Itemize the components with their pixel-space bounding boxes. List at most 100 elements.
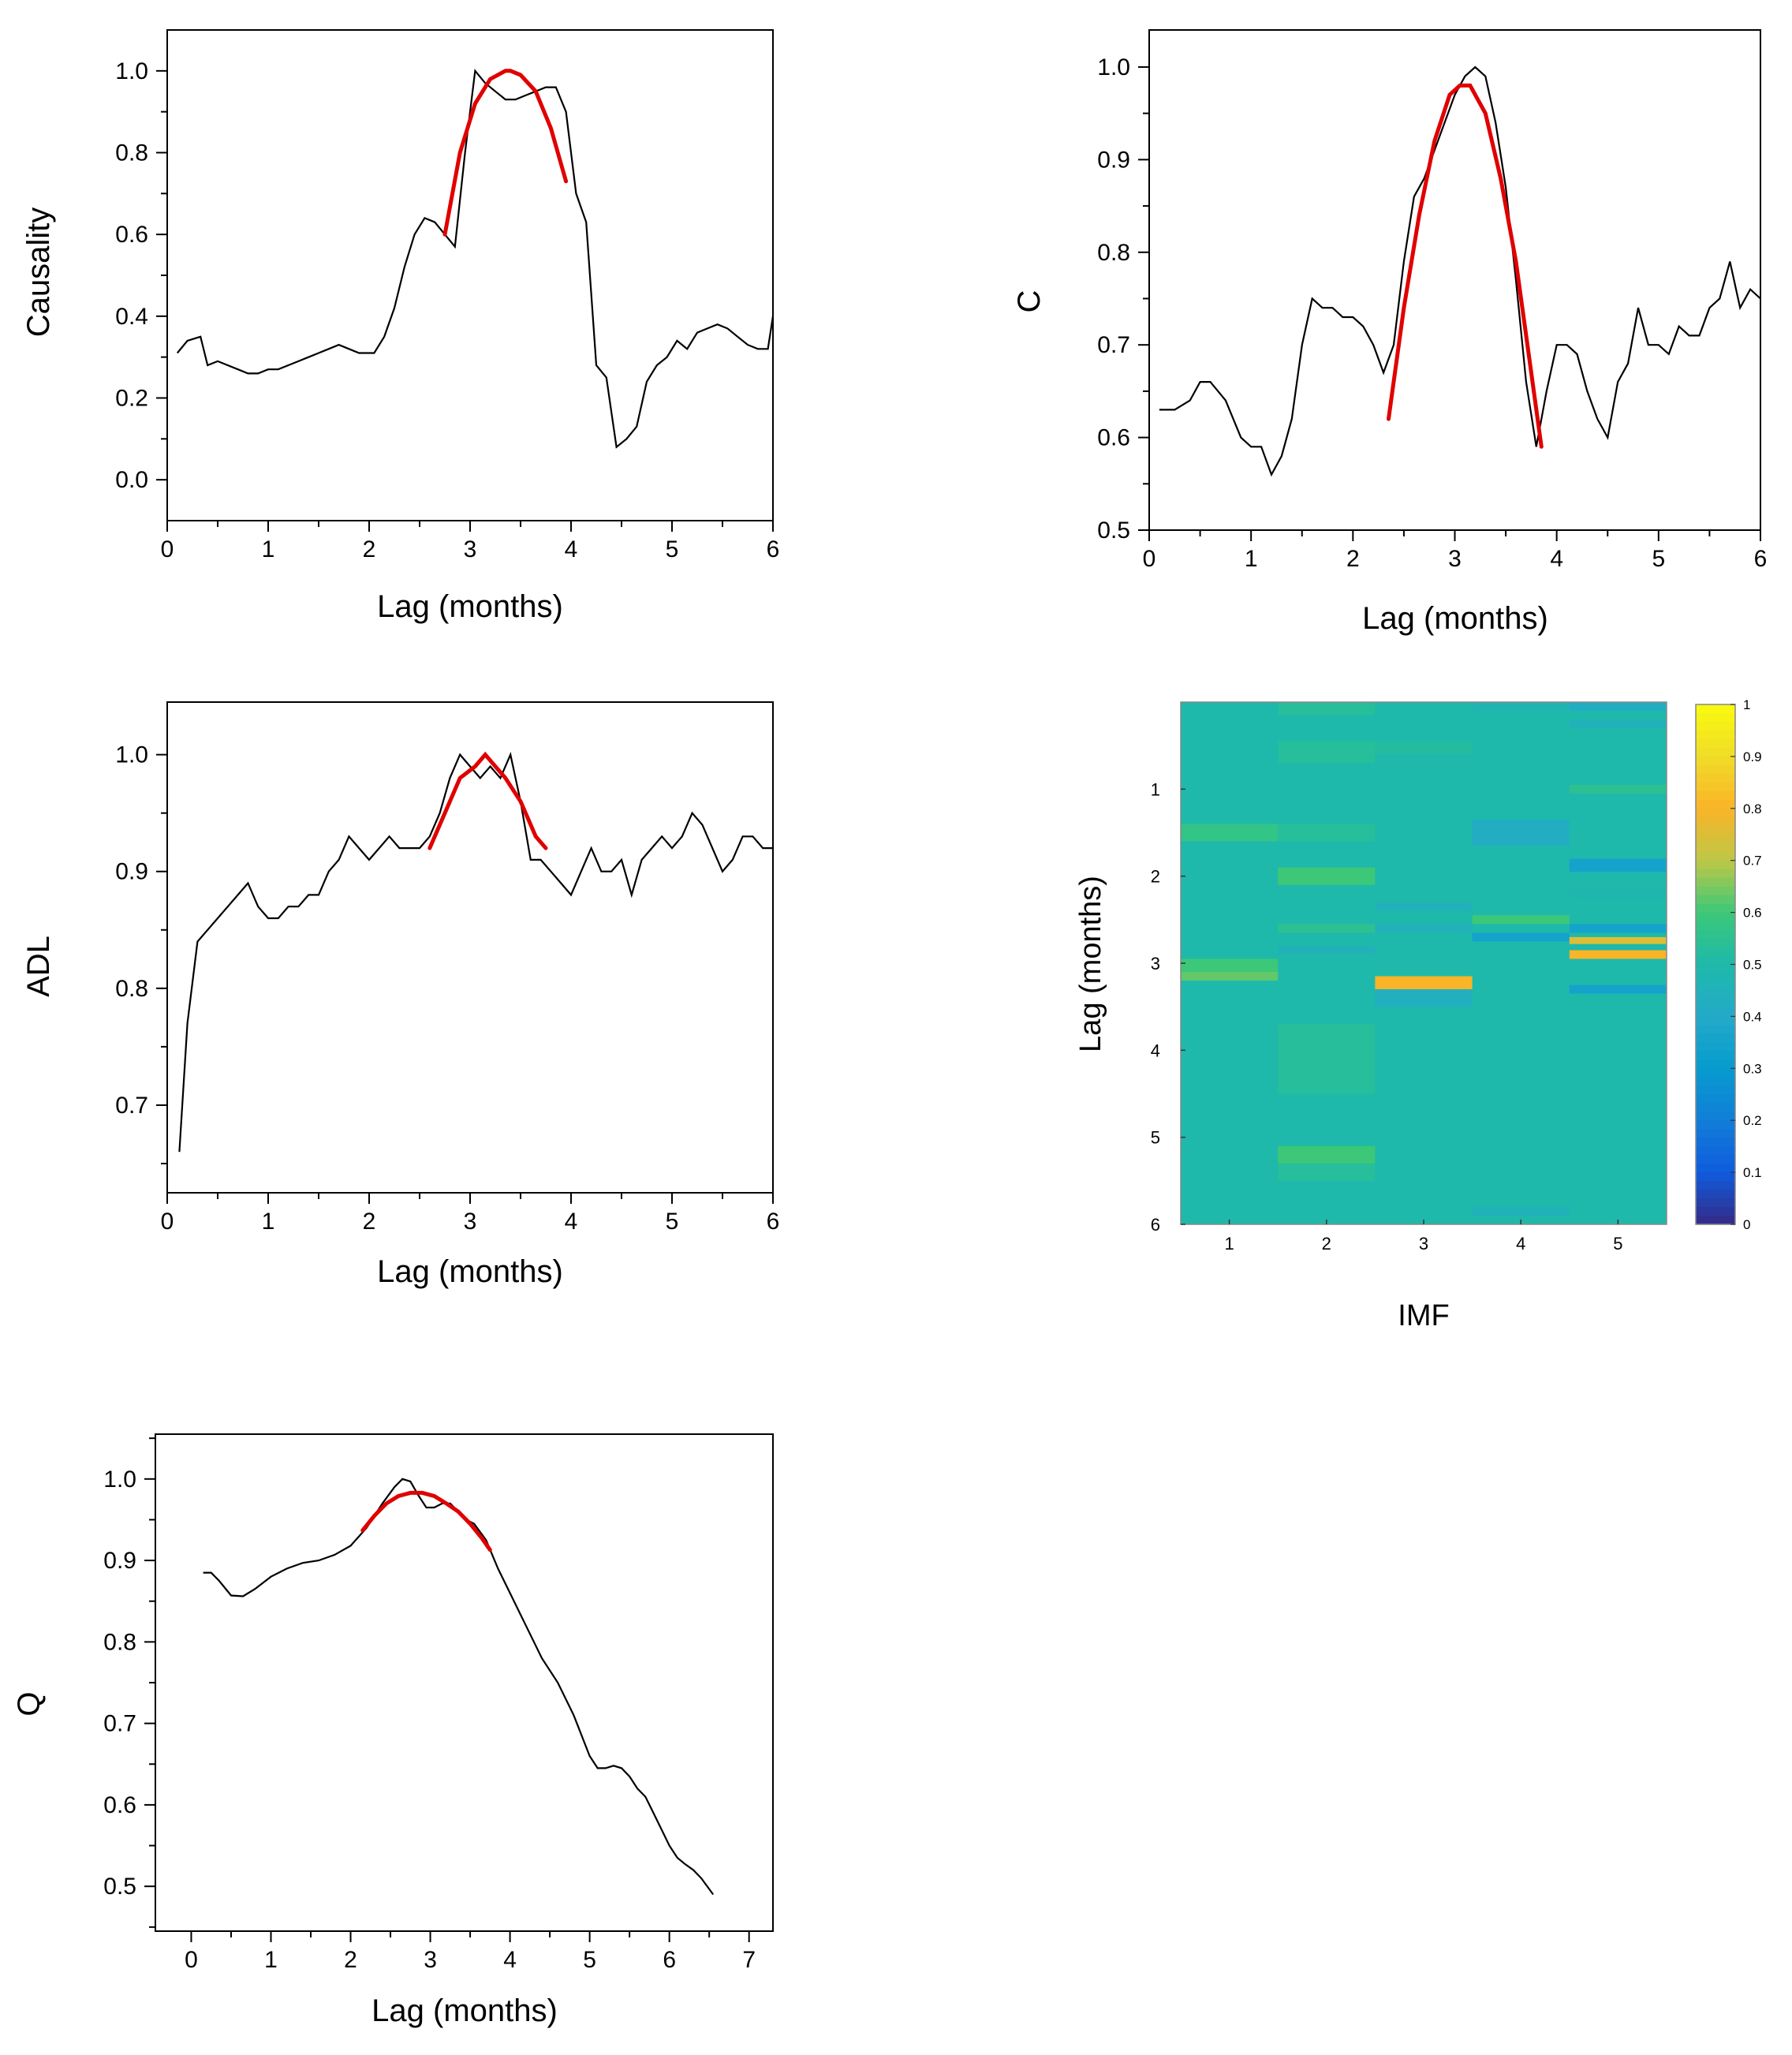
colorbar-segment (1696, 851, 1735, 861)
colorbar-segment (1696, 1138, 1735, 1147)
colorbar-tick-label: 0.7 (1743, 854, 1762, 869)
colorbar-segment (1696, 990, 1735, 1000)
colorbar-segment (1696, 834, 1735, 844)
colorbar-segment (1696, 1181, 1735, 1190)
heatmap-cell (1278, 1163, 1376, 1181)
fit-curve-line (427, 751, 548, 850)
y-tick-label: 0.7 (115, 1093, 148, 1119)
y-tick-label: 3 (1151, 954, 1160, 973)
colorbar-segment (1696, 1025, 1735, 1034)
x-tick-label: 4 (565, 536, 578, 562)
heatmap-cell (1569, 936, 1667, 944)
heatmap-cell (1569, 702, 1667, 711)
y-tick-label: 0.5 (1097, 517, 1130, 544)
heatmap-cell (1375, 902, 1473, 911)
colorbar-segment (1696, 825, 1735, 835)
chart-imf-heatmap: 1 2 3 4 5 1 2 3 4 5 6 IMF Lag (months) 0 0.1 0.2 0.3 0.4 0… (1074, 697, 1762, 1332)
colorbar-segment (1696, 947, 1735, 957)
data-series-line (203, 1478, 715, 1896)
colorbar-segment (1696, 764, 1735, 775)
heatmap-cell (1181, 824, 1279, 842)
y-tick-label: 0.0 (115, 467, 148, 493)
y-tick-label: 0.8 (103, 1629, 136, 1655)
colorbar-segment (1696, 860, 1735, 870)
colorbar-tick-label: 0.5 (1743, 958, 1762, 973)
y-tick-label: 0.6 (1097, 425, 1130, 451)
x-tick-label: 2 (1346, 546, 1360, 572)
y-tick-label: 1.0 (115, 58, 148, 84)
x-tick-label: 1 (1245, 546, 1258, 572)
colorbar-tick-label: 0.4 (1743, 1009, 1762, 1024)
y-tick-label: 0.4 (115, 304, 148, 330)
plot-frame (166, 701, 774, 1194)
colorbar-segment (1696, 921, 1735, 931)
x-tick-label: 5 (666, 1209, 679, 1235)
heatmap-cell (1569, 924, 1667, 933)
colorbar-segment (1696, 877, 1735, 887)
x-tick-label: 5 (1613, 1234, 1622, 1254)
chart-causality: 0 1 2 3 4 5 6 0.0 0.2 0.4 0.6 0.8 1.0 Lag (months) Cau… (21, 29, 779, 624)
colorbar-tick-label: 0.6 (1743, 906, 1762, 921)
x-tick-label: 0 (161, 1209, 174, 1235)
colorbar-segment (1696, 895, 1735, 905)
x-tick-label: 5 (583, 1947, 596, 1973)
heatmap-cell (1278, 741, 1376, 764)
y-tick-label: 0.8 (1097, 240, 1130, 266)
colorbar-segment (1696, 1216, 1735, 1225)
heatmap-cell (1569, 784, 1667, 794)
x-tick-label: 2 (363, 1209, 376, 1235)
colorbar-segment (1696, 1094, 1735, 1104)
y-tick-label: 0.6 (115, 222, 148, 248)
y-tick-label: 0.9 (115, 859, 148, 885)
colorbar-segment (1696, 816, 1735, 827)
y-tick-label: 5 (1151, 1128, 1160, 1148)
chart-q: 0 1 2 3 4 5 6 7 0.5 0.6 0.7 0.8 0.9 1.0 Lag (months) Q (12, 1433, 774, 2028)
colorbar-tick-label: 0.9 (1743, 749, 1762, 764)
y-tick-label: 1 (1151, 779, 1160, 799)
x-tick-label: 4 (503, 1947, 517, 1973)
colorbar-segment (1696, 799, 1735, 809)
y-tick-label: 1.0 (1097, 54, 1130, 80)
heatmap-cell (1278, 924, 1376, 933)
x-tick-label: 6 (663, 1947, 676, 1973)
x-tick-label: 0 (161, 536, 174, 562)
x-axis-title: Lag (months) (377, 589, 563, 624)
x-tick-label: 2 (1322, 1234, 1331, 1254)
colorbar-segment (1696, 790, 1735, 801)
heatmap-cell (1181, 702, 1279, 824)
y-axis-title: Causality (21, 207, 56, 338)
heatmap-cell (1375, 741, 1473, 755)
colorbar-segment (1696, 869, 1735, 879)
y-tick-label: 2 (1151, 867, 1160, 887)
heatmap-cell (1569, 985, 1667, 994)
heatmap-cell (1569, 858, 1667, 872)
x-tick-label: 0 (1143, 546, 1156, 572)
y-tick-label: 1.0 (115, 742, 148, 768)
colorbar-segment (1696, 955, 1735, 966)
y-tick-label: 0.8 (115, 140, 148, 166)
x-tick-label: 3 (424, 1947, 437, 1973)
heatmap-cell (1472, 702, 1570, 711)
colorbar-segment (1696, 1077, 1735, 1086)
x-tick-label: 7 (742, 1947, 756, 1973)
heatmap-cell (1278, 1145, 1376, 1164)
colorbar-segment (1696, 1155, 1735, 1164)
colorbar-segment (1696, 1016, 1735, 1026)
colorbar-tick-label: 1 (1743, 697, 1750, 712)
colorbar-segment (1696, 1085, 1735, 1095)
x-tick-label: 4 (1550, 546, 1563, 572)
heatmap-cell (1181, 958, 1279, 972)
heatmap-cell (1569, 889, 1667, 899)
colorbar-segment (1696, 1051, 1735, 1060)
x-axis-title: IMF (1398, 1299, 1449, 1332)
heatmap-cell (1278, 702, 1376, 716)
colorbar-segment (1696, 756, 1735, 766)
heatmap-cell (1472, 820, 1570, 846)
colorbar-segment (1696, 782, 1735, 792)
fit-curve-line (442, 69, 569, 237)
plot-frame (1148, 29, 1761, 531)
colorbar-segment (1696, 1033, 1735, 1043)
y-tick-label: 0.7 (1097, 332, 1130, 358)
colorbar-segment (1696, 886, 1735, 896)
